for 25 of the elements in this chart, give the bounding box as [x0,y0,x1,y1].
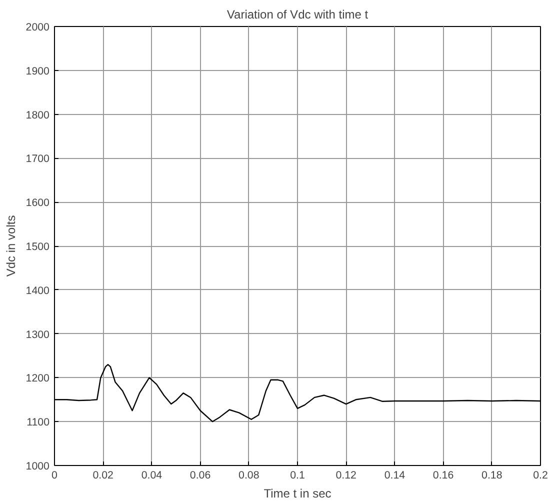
x-axis-title: Time t in sec [264,486,332,500]
x-tick-label: 0.06 [190,470,211,482]
y-tick-label: 1200 [26,372,50,385]
y-tick-label: 1000 [26,460,50,472]
x-tick-label: 0.12 [336,470,357,482]
y-tick-label: 1300 [26,328,50,341]
y-tick-label: 1600 [26,197,50,210]
y-tick-label: 2000 [26,22,50,34]
y-tick-label: 1500 [26,241,50,253]
x-tick-label: 0 [52,470,58,482]
x-tick-label: 0.04 [141,470,162,482]
x-tick-label: 0.2 [533,470,548,482]
x-tick-label: 0.16 [432,470,454,482]
x-tick-label: 0.1 [290,470,305,482]
chart-title: Variation of Vdc with time t [226,8,369,22]
y-tick-label: 1100 [26,416,50,429]
x-tick-label: 0.18 [482,470,502,482]
x-tick-label: 0.08 [238,470,260,482]
y-tick-label: 1800 [26,109,50,122]
y-tick-label: 1400 [26,284,50,297]
x-tick-label: 0.14 [384,470,406,482]
x-tick-label: 0.02 [92,470,114,482]
y-axis-title: Vdc in volts [4,215,18,277]
y-tick-label: 1700 [26,153,50,166]
y-tick-label: 1900 [26,65,50,78]
